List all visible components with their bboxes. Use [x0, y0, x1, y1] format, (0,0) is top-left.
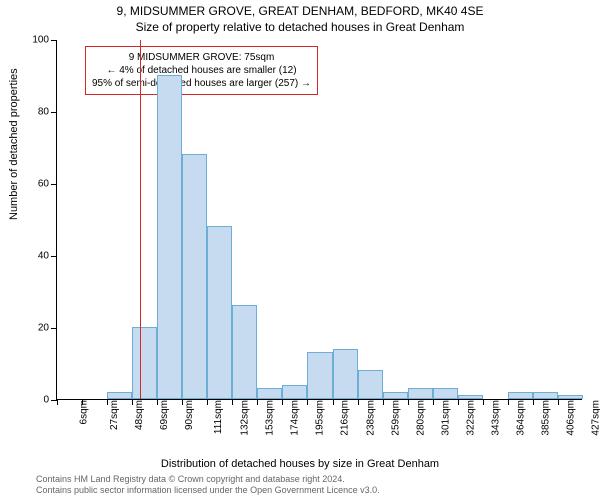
histogram-bar	[107, 392, 132, 399]
x-tick-label: 238sqm	[365, 400, 376, 436]
x-tick	[107, 399, 108, 405]
x-tick	[433, 399, 434, 405]
chart-title: 9, MIDSUMMER GROVE, GREAT DENHAM, BEDFOR…	[0, 4, 600, 18]
chart-container: 9, MIDSUMMER GROVE, GREAT DENHAM, BEDFOR…	[0, 0, 600, 500]
x-tick-label: 216sqm	[340, 400, 351, 436]
x-tick	[207, 399, 208, 405]
y-tick-label: 20	[21, 323, 49, 334]
histogram-bar	[257, 388, 282, 399]
x-tick	[232, 399, 233, 405]
x-tick-label: 427sqm	[591, 400, 600, 436]
x-tick-label: 27sqm	[109, 400, 120, 430]
x-tick-label: 343sqm	[490, 400, 501, 436]
histogram-bar	[533, 392, 558, 399]
histogram-bar	[558, 395, 583, 399]
histogram-bar	[433, 388, 458, 399]
plot-area: 9 MIDSUMMER GROVE: 75sqm ← 4% of detache…	[56, 40, 582, 400]
x-tick	[408, 399, 409, 405]
x-tick-label: 90sqm	[184, 400, 195, 430]
x-tick	[282, 399, 283, 405]
histogram-bar	[408, 388, 433, 399]
y-tick	[51, 256, 57, 257]
x-tick	[483, 399, 484, 405]
x-tick-label: 132sqm	[240, 400, 251, 436]
histogram-bar	[458, 395, 483, 399]
x-axis-label: Distribution of detached houses by size …	[0, 458, 600, 470]
annotation-line: ← 4% of detached houses are smaller (12)	[92, 64, 311, 77]
x-tick-label: 69sqm	[159, 400, 170, 430]
x-tick	[257, 399, 258, 405]
annotation-line: 95% of semi-detached houses are larger (…	[92, 77, 311, 90]
y-tick-label: 0	[21, 395, 49, 406]
x-tick	[82, 399, 83, 405]
marker-line	[140, 40, 141, 399]
attribution-line: Contains public sector information licen…	[36, 485, 380, 496]
x-tick-label: 322sqm	[465, 400, 476, 436]
y-tick	[51, 184, 57, 185]
x-tick-label: 195sqm	[315, 400, 326, 436]
y-tick	[51, 328, 57, 329]
y-axis-label: Number of detached properties	[8, 68, 20, 220]
y-tick	[51, 40, 57, 41]
x-tick-label: 48sqm	[134, 400, 145, 430]
histogram-bar	[508, 392, 533, 399]
y-tick-label: 100	[21, 35, 49, 46]
y-tick-label: 60	[21, 179, 49, 190]
x-tick-label: 385sqm	[540, 400, 551, 436]
x-tick	[132, 399, 133, 405]
x-tick-label: 406sqm	[565, 400, 576, 436]
x-tick	[383, 399, 384, 405]
x-tick	[558, 399, 559, 405]
x-tick	[57, 399, 58, 405]
y-tick	[51, 112, 57, 113]
histogram-bar	[132, 327, 157, 399]
x-tick-label: 6sqm	[78, 400, 89, 424]
x-tick-label: 301sqm	[440, 400, 451, 436]
y-tick-label: 40	[21, 251, 49, 262]
x-tick	[358, 399, 359, 405]
histogram-bar	[358, 370, 383, 399]
histogram-bar	[182, 154, 207, 399]
x-tick-label: 259sqm	[390, 400, 401, 436]
x-tick-label: 280sqm	[415, 400, 426, 436]
x-tick	[508, 399, 509, 405]
x-tick	[157, 399, 158, 405]
x-tick-label: 364sqm	[515, 400, 526, 436]
histogram-bar	[307, 352, 332, 399]
histogram-bar	[383, 392, 408, 399]
x-tick	[307, 399, 308, 405]
chart-subtitle: Size of property relative to detached ho…	[0, 20, 600, 34]
histogram-bar	[232, 305, 257, 399]
attribution: Contains HM Land Registry data © Crown c…	[36, 474, 380, 496]
x-tick	[533, 399, 534, 405]
histogram-bar	[207, 226, 232, 399]
x-tick	[182, 399, 183, 405]
x-tick-label: 153sqm	[265, 400, 276, 436]
x-tick	[333, 399, 334, 405]
annotation-line: 9 MIDSUMMER GROVE: 75sqm	[92, 51, 311, 64]
x-tick-label: 111sqm	[213, 400, 224, 434]
annotation-box: 9 MIDSUMMER GROVE: 75sqm ← 4% of detache…	[85, 46, 318, 95]
x-tick	[458, 399, 459, 405]
histogram-bar	[282, 385, 307, 399]
y-tick-label: 80	[21, 107, 49, 118]
x-tick-label: 174sqm	[290, 400, 301, 436]
histogram-bar	[157, 75, 182, 399]
histogram-bar	[333, 349, 358, 399]
attribution-line: Contains HM Land Registry data © Crown c…	[36, 474, 380, 485]
